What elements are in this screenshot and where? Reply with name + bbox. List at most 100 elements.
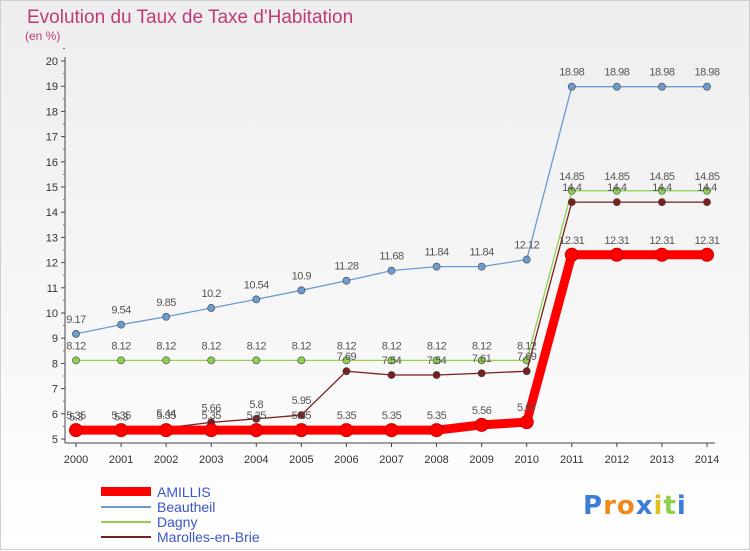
data-point-dagny [658, 186, 666, 195]
y-tick-label: 18 [46, 106, 58, 118]
data-label-marolles-en-brie: 5.95 [292, 395, 312, 407]
x-tick-label: 2000 [64, 454, 88, 466]
data-label-amillis: 12.31 [649, 235, 674, 247]
data-point-amillis [384, 423, 399, 438]
data-label-beautheil: 10.2 [202, 288, 222, 300]
data-point-beautheil [432, 262, 441, 271]
data-point-beautheil [612, 82, 621, 91]
legend-swatch [101, 487, 151, 496]
data-point-amillis [609, 247, 624, 262]
data-point-dagny [207, 356, 216, 365]
data-label-marolles-en-brie: 7.69 [517, 351, 537, 363]
legend-label: Marolles-en-Brie [157, 528, 260, 545]
data-label-beautheil: 11.28 [334, 261, 359, 273]
data-label-amillis: 5.35 [66, 410, 86, 422]
data-point-dagny [297, 356, 306, 365]
x-tick-label: 2009 [469, 454, 493, 466]
data-point-beautheil [162, 312, 171, 321]
data-point-beautheil [117, 320, 125, 329]
data-label-amillis: 5.35 [156, 410, 176, 422]
data-point-beautheil [252, 295, 261, 304]
data-point-dagny [387, 356, 396, 365]
data-point-amillis [204, 423, 219, 438]
data-point-dagny [703, 186, 711, 195]
legend-label: Beautheil [157, 498, 216, 515]
data-label-dagny: 8.12 [247, 340, 267, 352]
data-label-amillis: 5.56 [472, 405, 492, 417]
data-point-amillis [69, 423, 83, 438]
data-label-marolles-en-brie: 5.66 [202, 402, 222, 414]
y-tick-label: 17 [46, 132, 58, 144]
data-point-dagny [432, 356, 441, 365]
data-point-beautheil [207, 304, 216, 312]
chart-legend: AMILLIS Beautheil Dagny Marolles-en-Brie [101, 483, 260, 545]
data-label-marolles-en-brie: 5.3 [69, 411, 83, 423]
data-label-beautheil: 10.54 [244, 279, 269, 291]
data-point-amillis [294, 423, 309, 438]
x-tick-label: 2001 [109, 454, 133, 466]
data-point-amillis [159, 423, 174, 438]
data-point-beautheil [342, 276, 351, 285]
x-tick-label: 2002 [154, 454, 178, 466]
proxiti-logo: Proxiti [583, 491, 687, 521]
x-tick-label: 2012 [605, 454, 629, 466]
data-point-beautheil [477, 262, 486, 271]
data-label-dagny: 8.12 [517, 340, 537, 352]
y-tick-label: 16 [46, 157, 58, 169]
data-point-marolles-en-brie [522, 367, 531, 376]
y-tick-label: 5 [52, 434, 58, 446]
logo-letter: t [663, 491, 677, 521]
data-point-dagny [252, 356, 261, 365]
logo-letter: o [616, 491, 636, 521]
data-label-dagny: 8.12 [472, 340, 492, 352]
data-point-marolles-en-brie [612, 198, 621, 207]
data-point-beautheil [387, 266, 396, 275]
data-label-beautheil: 18.98 [604, 67, 629, 79]
data-label-dagny: 8.12 [292, 340, 312, 352]
data-point-beautheil [297, 286, 306, 295]
data-label-amillis: 12.31 [559, 235, 584, 247]
y-tick-label: 8 [52, 358, 58, 370]
data-point-marolles-en-brie [387, 371, 396, 379]
data-label-beautheil: 11.84 [470, 247, 495, 259]
data-label-marolles-en-brie: 14.4 [607, 182, 627, 194]
data-point-marolles-en-brie [342, 367, 351, 376]
data-label-amillis: 5.67 [517, 402, 537, 414]
data-point-marolles-en-brie [432, 371, 441, 379]
y-tick-label: 7 [52, 384, 58, 396]
data-point-marolles-en-brie [658, 198, 666, 207]
data-point-marolles-en-brie [252, 414, 261, 423]
x-tick-label: 2005 [289, 454, 313, 466]
data-label-beautheil: 9.54 [111, 305, 131, 317]
data-label-marolles-en-brie: 5.44 [156, 408, 176, 420]
data-point-marolles-en-brie [297, 411, 306, 419]
data-point-beautheil [567, 82, 576, 91]
data-point-dagny [612, 186, 621, 195]
chart-title: Evolution du Taux de Taxe d'Habitation [27, 7, 354, 28]
data-point-beautheil [522, 255, 531, 264]
data-label-dagny: 14.85 [559, 171, 584, 183]
x-tick-label: 2003 [199, 454, 223, 466]
x-tick-label: 2006 [334, 454, 358, 466]
y-tick-label: 15 [46, 182, 58, 194]
y-tick-label: 6 [52, 409, 58, 421]
data-label-dagny: 8.12 [111, 340, 131, 352]
data-point-amillis [564, 247, 579, 262]
y-tick-label: 9 [52, 333, 58, 345]
data-label-marolles-en-brie: 5.3 [114, 411, 128, 423]
data-label-amillis: 5.35 [337, 410, 357, 422]
data-label-amillis: 5.35 [382, 410, 402, 422]
x-tick-label: 2013 [650, 454, 674, 466]
legend-swatch [101, 535, 151, 538]
data-point-marolles-en-brie [703, 198, 711, 207]
data-label-beautheil: 10.9 [292, 270, 312, 282]
x-tick-label: 2011 [560, 454, 584, 466]
data-label-beautheil: 9.85 [156, 297, 176, 309]
data-point-beautheil [658, 82, 666, 91]
data-label-beautheil: 18.98 [559, 67, 584, 79]
data-point-amillis [474, 417, 489, 432]
legend-label: AMILLIS [157, 483, 211, 500]
logo-letter: P [583, 491, 604, 521]
